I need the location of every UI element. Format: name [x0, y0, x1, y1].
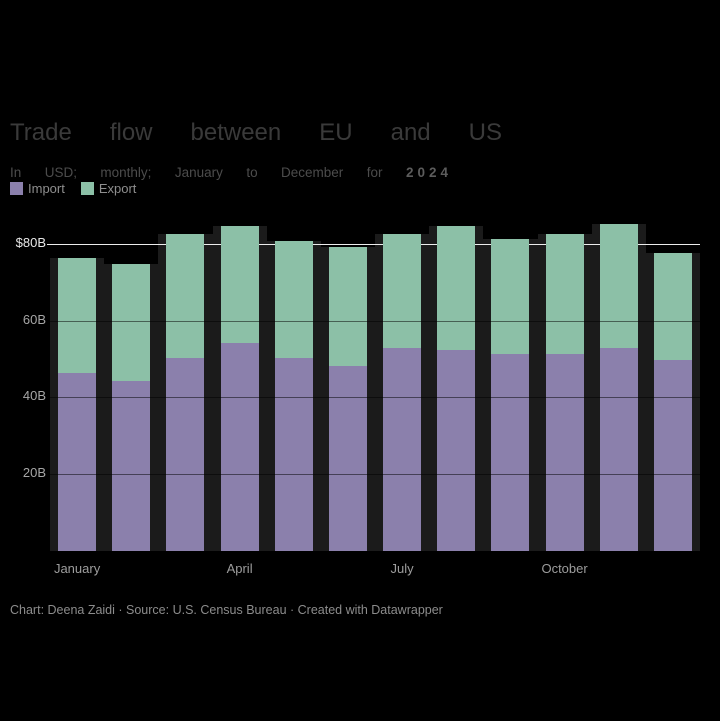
legend-label-import: Import	[28, 181, 65, 196]
y-tick-label-20: 20B	[22, 464, 46, 480]
bar-segment-import[interactable]	[328, 365, 367, 551]
bar-column-may[interactable]	[266, 215, 321, 551]
gridline-20	[47, 473, 700, 475]
bar-segment-export[interactable]	[545, 233, 584, 355]
bar-column-february[interactable]	[104, 215, 159, 551]
bar-segment-export[interactable]	[112, 264, 151, 381]
x-axis-labels: January April July October	[50, 561, 700, 581]
bar-segment-import[interactable]	[112, 380, 151, 551]
gridline-40	[47, 397, 700, 398]
bar-segment-import[interactable]	[383, 348, 422, 551]
chart-credit: Chart: Deena Zaidi · Source: U.S. Census…	[10, 603, 443, 617]
bar-segment-export[interactable]	[653, 252, 692, 360]
bar-segment-export[interactable]	[274, 241, 313, 358]
bar-stack	[58, 258, 97, 551]
bar-segment-import[interactable]	[653, 359, 692, 551]
y-tick-label-60: 60B	[22, 311, 46, 327]
x-tick-label-january: January	[53, 561, 101, 576]
bar-segment-import[interactable]	[58, 373, 97, 551]
bar-column-september[interactable]	[483, 215, 538, 551]
bar-segment-import[interactable]	[491, 354, 530, 551]
y-tick-label-40: 40B	[22, 388, 46, 403]
bar-segment-export[interactable]	[58, 258, 97, 374]
bar-column-august[interactable]	[429, 215, 484, 551]
bar-column-january[interactable]	[50, 215, 105, 551]
gridline-80	[47, 244, 700, 245]
bar-stack	[491, 239, 530, 551]
bar-column-july[interactable]	[375, 215, 430, 551]
bar-segment-import[interactable]	[274, 357, 313, 551]
bar-segment-export[interactable]	[220, 225, 259, 343]
bar-segment-export[interactable]	[328, 246, 367, 366]
bar-segment-export[interactable]	[166, 233, 205, 358]
y-axis-labels: 20B 40B 60B $80B	[8, 215, 46, 551]
chart-subtitle: In USD; monthly; January to December for…	[10, 165, 452, 180]
bar-stack	[328, 246, 367, 551]
bar-column-november[interactable]	[591, 215, 646, 551]
chart-title: Trade flow between EU and US	[10, 119, 502, 147]
x-tick-label-october: October	[541, 561, 588, 576]
bar-segment-export[interactable]	[599, 223, 638, 349]
bar-column-april[interactable]	[212, 215, 267, 551]
y-tick-label-80: $80B	[15, 235, 46, 250]
chart-subtitle-text: In USD; monthly; January to December for	[10, 164, 383, 180]
bar-stack	[545, 233, 584, 551]
bar-stack	[653, 252, 692, 551]
bar-segment-import[interactable]	[437, 350, 476, 551]
bar-segment-import[interactable]	[166, 357, 205, 551]
chart-legend: Import Export	[10, 181, 136, 196]
bar-stack	[274, 241, 313, 551]
bar-slots	[50, 215, 701, 551]
legend-swatch-import	[10, 182, 23, 195]
bar-segment-export[interactable]	[383, 233, 422, 349]
bar-segment-import[interactable]	[545, 354, 584, 551]
bar-column-march[interactable]	[158, 215, 213, 551]
bar-stack	[112, 264, 151, 551]
bar-stack	[166, 233, 205, 551]
chart-subtitle-year: 2024	[405, 164, 452, 180]
x-tick-label-july: July	[390, 561, 414, 576]
legend-label-export: Export	[98, 181, 137, 196]
bar-stack	[220, 225, 259, 551]
bar-column-june[interactable]	[320, 215, 376, 551]
bar-segment-export[interactable]	[437, 225, 476, 351]
bar-stack	[437, 225, 476, 551]
gridline-60	[47, 320, 700, 322]
plot-area	[47, 215, 701, 551]
bar-segment-export[interactable]	[491, 239, 530, 355]
x-tick-label-april: April	[226, 561, 253, 576]
bar-column-october[interactable]	[537, 215, 592, 551]
bar-segment-import[interactable]	[599, 348, 638, 551]
bar-stack	[599, 223, 638, 551]
legend-swatch-export	[80, 182, 94, 195]
bar-segment-import[interactable]	[220, 342, 259, 551]
legend-item-export: Export	[80, 181, 137, 196]
bar-stack	[383, 233, 422, 551]
bar-column-december[interactable]	[645, 215, 701, 551]
legend-item-import: Import	[10, 181, 65, 196]
